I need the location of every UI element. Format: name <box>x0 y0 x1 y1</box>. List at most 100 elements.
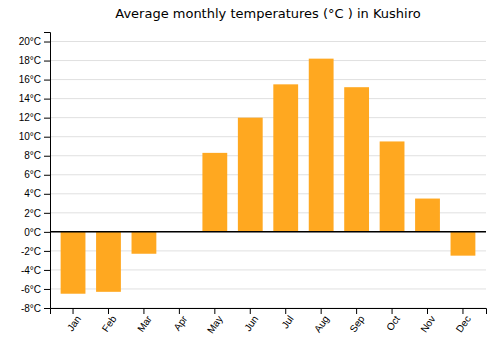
bar <box>132 232 157 254</box>
y-tick-mark <box>44 270 50 271</box>
x-tick: May <box>205 308 225 335</box>
bar <box>273 84 298 232</box>
x-tick-mark <box>462 308 463 314</box>
bar <box>61 232 86 294</box>
y-tick-mark <box>44 175 50 176</box>
x-tick-label: Aug <box>312 314 331 335</box>
y-tick-mark <box>44 99 50 100</box>
y-tick-label: 4°C <box>24 188 41 199</box>
y-tick: 0°C <box>24 227 50 238</box>
y-tick-label: -8°C <box>21 303 41 314</box>
y-tick-mark <box>44 213 50 214</box>
x-tick: Mar <box>135 308 154 334</box>
bar <box>451 232 476 256</box>
plot: -8°C -6°C -4°C -2°C 0°C 2°C 4°C 6°C 8°C 10°C 12°C 1… <box>19 33 487 336</box>
chart: -8°C -6°C -4°C -2°C 0°C 2°C 4°C 6°C 8°C 10°C 12°C 1… <box>0 0 500 350</box>
x-tick-mark <box>73 308 74 314</box>
grid-line <box>50 117 486 118</box>
x-axis-line <box>51 309 487 315</box>
bars <box>61 59 476 294</box>
x-tick-mark <box>214 308 215 314</box>
x-tick: Feb <box>100 308 119 334</box>
y-tick-label: 12°C <box>19 112 41 123</box>
y-tick: 4°C <box>24 188 50 199</box>
y-tick-label: 16°C <box>19 74 41 85</box>
x-axis: Jan Feb Mar Apr May Jun Jul Aug Sep Oct Nov Dec <box>51 308 487 335</box>
x-tick: Jan <box>65 308 83 333</box>
grid-line <box>50 41 486 42</box>
x-tick-label: May <box>205 314 225 336</box>
y-tick-mark <box>44 156 50 157</box>
x-tick: Aug <box>312 308 331 334</box>
grid-line <box>50 98 486 99</box>
title: Average monthly temperatures (°C ) in Ku… <box>115 6 421 21</box>
bar <box>380 141 405 231</box>
grid-line <box>50 79 486 80</box>
bar <box>309 59 334 232</box>
bar <box>238 118 263 232</box>
grid-line <box>50 174 486 175</box>
y-tick: -8°C <box>21 303 50 314</box>
y-tick: 20°C <box>19 36 50 47</box>
y-tick: 2°C <box>24 208 50 219</box>
y-tick-label: 8°C <box>24 150 41 161</box>
bar <box>96 232 121 292</box>
x-tick-label: Jan <box>65 314 83 334</box>
x-tick: Jul <box>279 308 295 330</box>
x-tick-label: Feb <box>100 313 119 334</box>
y-tick-mark <box>44 80 50 81</box>
y-tick-label: 6°C <box>24 169 41 180</box>
y-tick-mark <box>44 251 50 252</box>
x-tick-mark <box>179 308 180 314</box>
y-tick: -2°C <box>21 246 50 257</box>
y-tick-label: 18°C <box>19 55 41 66</box>
x-tick-mark <box>427 308 428 314</box>
x-tick-mark <box>143 308 144 314</box>
x-tick-label: Oct <box>384 313 402 332</box>
x-tick-mark <box>356 308 357 314</box>
y-tick-mark <box>44 61 50 62</box>
y-axis-line <box>44 33 51 309</box>
y-tick: 18°C <box>19 55 50 66</box>
y-tick: 14°C <box>19 93 50 104</box>
grid <box>50 42 486 308</box>
x-tick-label: Jun <box>242 314 260 334</box>
y-tick-mark <box>44 232 50 233</box>
y-tick-label: -6°C <box>21 284 41 295</box>
x-tick: Oct <box>384 308 402 333</box>
x-tick-label: Dec <box>454 314 473 335</box>
y-tick: -4°C <box>21 265 50 276</box>
y-tick-mark <box>44 118 50 119</box>
x-tick-label: Jul <box>279 314 295 331</box>
x-tick-label: Apr <box>171 313 189 333</box>
y-tick-mark <box>44 137 50 138</box>
y-tick-label: 14°C <box>19 93 41 104</box>
grid-line <box>50 231 486 232</box>
x-tick-mark <box>392 308 393 314</box>
bar <box>344 87 369 232</box>
bar <box>202 153 227 232</box>
x-tick: Jun <box>242 308 260 333</box>
y-tick: 16°C <box>19 74 50 85</box>
x-tick: Sep <box>347 308 366 334</box>
bar <box>415 199 440 232</box>
x-tick-mark <box>250 308 251 314</box>
y-tick-mark <box>44 194 50 195</box>
zero-line <box>50 231 486 233</box>
y-tick-mark <box>44 289 50 290</box>
y-tick-label: -2°C <box>21 246 41 257</box>
x-tick: Dec <box>454 308 473 334</box>
x-tick-label: Nov <box>418 314 437 335</box>
x-tick-label: Mar <box>135 313 154 334</box>
y-tick-mark <box>44 308 50 309</box>
y-tick: 8°C <box>24 150 50 161</box>
y-tick-mark <box>44 42 50 43</box>
grid-line <box>50 136 486 137</box>
y-tick: 6°C <box>24 169 50 180</box>
grid-line <box>50 60 486 61</box>
y-tick: 10°C <box>19 131 50 142</box>
y-tick: -6°C <box>21 284 50 295</box>
x-tick: Apr <box>171 308 189 333</box>
x-tick-mark <box>321 308 322 314</box>
x-tick: Nov <box>418 308 437 334</box>
